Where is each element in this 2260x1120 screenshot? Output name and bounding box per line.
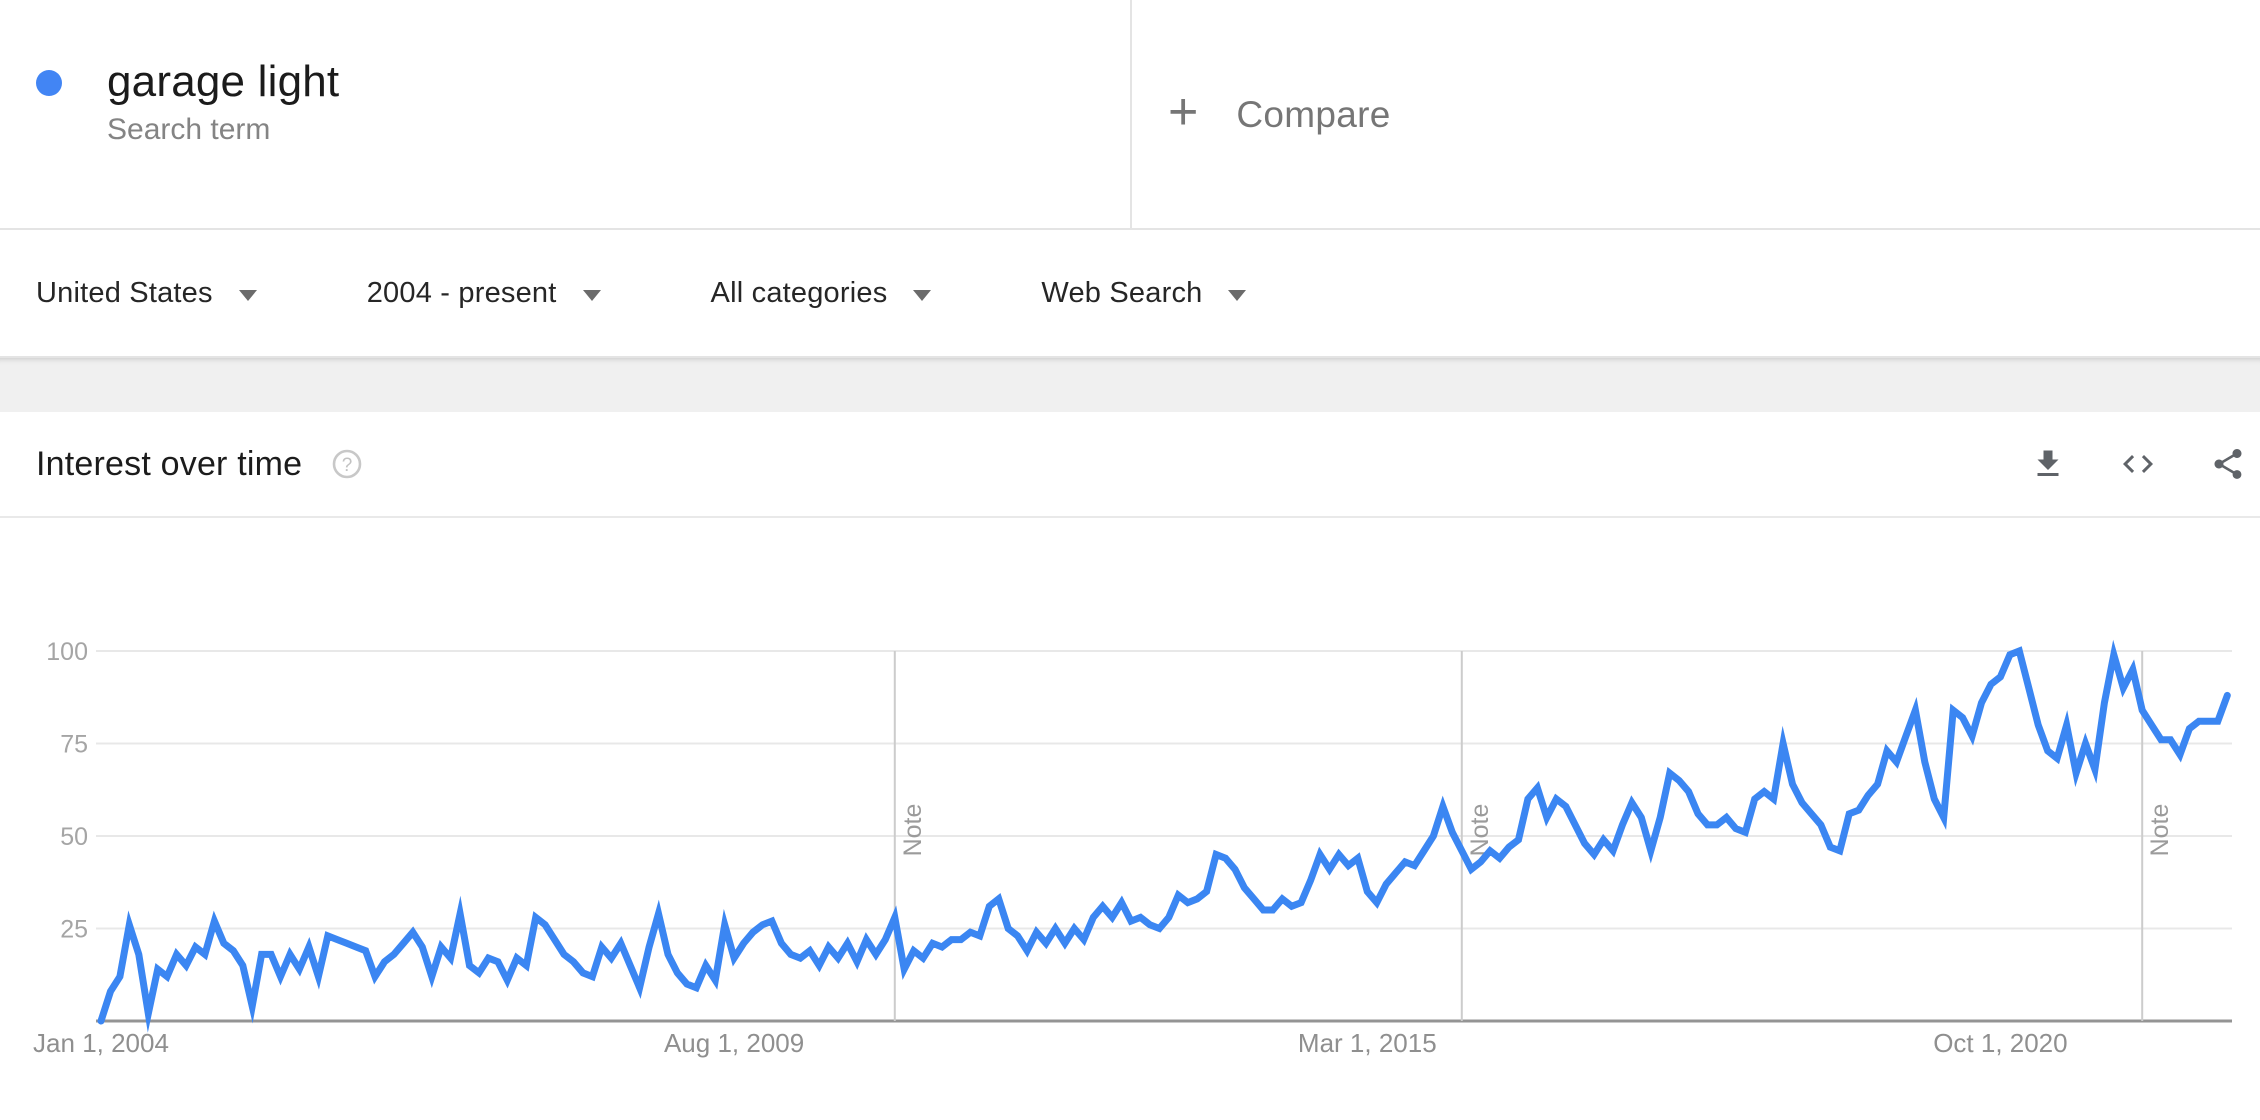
svg-text:Aug 1, 2009: Aug 1, 2009 [664, 1028, 804, 1058]
chevron-down-icon [1228, 289, 1247, 301]
filter-search-type-label: Web Search [1041, 276, 1203, 309]
vertical-divider [1130, 0, 1132, 230]
svg-text:Note: Note [2146, 804, 2174, 857]
filters-bar: United States 2004 - present All categor… [0, 230, 2260, 358]
svg-text:Jan 1, 2004: Jan 1, 2004 [33, 1028, 169, 1058]
download-icon[interactable] [2030, 446, 2066, 482]
svg-text:Note: Note [899, 804, 927, 857]
svg-text:Oct 1, 2020: Oct 1, 2020 [1933, 1028, 2067, 1058]
filter-category[interactable]: All categories [711, 277, 932, 310]
search-term-chip[interactable]: garage light Search term [36, 56, 339, 152]
interest-over-time-chart[interactable]: 25 50 75 100 Note Note Note Jan 1, 2004 Aug 1, 2… [0, 518, 2260, 1118]
chevron-down-icon [913, 289, 932, 301]
plus-icon: + [1168, 83, 1199, 141]
search-term-title: garage light [107, 57, 340, 106]
filter-region-label: United States [36, 276, 213, 309]
chevron-down-icon [238, 289, 257, 301]
card-title: Interest over time [36, 444, 303, 483]
card-header: Interest over time ? [0, 412, 2260, 518]
chevron-down-icon [582, 289, 601, 301]
svg-text:?: ? [342, 455, 353, 476]
filter-category-label: All categories [710, 276, 888, 309]
compare-button[interactable]: + Compare [1168, 0, 1391, 230]
svg-text:25: 25 [60, 916, 88, 944]
embed-icon[interactable] [2120, 446, 2156, 482]
svg-text:Mar 1, 2015: Mar 1, 2015 [1298, 1028, 1437, 1058]
search-term-subtitle: Search term [107, 113, 271, 146]
share-icon[interactable] [2210, 446, 2246, 482]
help-icon[interactable]: ? [332, 449, 362, 479]
search-term-section: garage light Search term + Compare [0, 0, 2260, 230]
filter-region[interactable]: United States [36, 277, 257, 310]
series-color-dot [36, 70, 62, 96]
svg-text:100: 100 [46, 638, 88, 666]
svg-text:50: 50 [60, 823, 88, 851]
filter-time-range[interactable]: 2004 - present [367, 277, 601, 310]
compare-label: Compare [1236, 94, 1391, 135]
filter-search-type[interactable]: Web Search [1041, 276, 1247, 310]
page-background-band [0, 358, 2260, 412]
svg-text:75: 75 [60, 731, 88, 759]
filter-time-range-label: 2004 - present [366, 276, 557, 309]
interest-over-time-card: Interest over time ? 25 50 75 100 Note Note No… [0, 412, 2260, 1120]
